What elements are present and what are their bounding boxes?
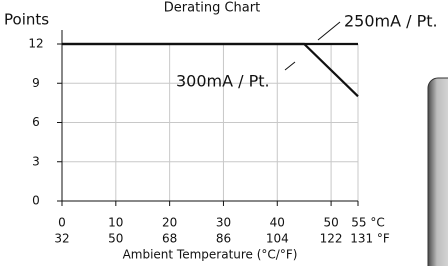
y-tick-label: 6: [32, 115, 40, 129]
x-tick-label: 40: [270, 216, 285, 230]
x2-tick-label: 122: [320, 232, 343, 246]
y-tick-label: 9: [32, 76, 40, 90]
leader-line: [318, 22, 340, 40]
y-tick-label: 3: [32, 154, 40, 168]
x-tick-label: 0: [58, 216, 66, 230]
product-photo: [428, 78, 448, 266]
x-tick-label: 30: [216, 216, 231, 230]
leader-line: [285, 62, 295, 70]
x-tick-label: 50: [323, 216, 338, 230]
x2-tick-label: 104: [266, 232, 289, 246]
x-tick-label: 55 °C: [351, 216, 384, 230]
series-label: 300mA / Pt.: [176, 72, 270, 91]
x2-tick-label: 86: [216, 232, 231, 246]
x2-tick-label: 131 °F: [350, 232, 390, 246]
chart: Derating Chart Points Ambient Temperatur…: [0, 0, 448, 266]
y-axis-label: Points: [4, 11, 49, 29]
y-tick-label: 0: [32, 194, 40, 208]
x-tick-label: 20: [162, 216, 177, 230]
y-tick-label: 12: [28, 37, 43, 51]
x2-tick-label: 32: [54, 232, 69, 246]
x2-tick-label: 50: [108, 232, 123, 246]
chart-title: Derating Chart: [164, 1, 260, 16]
x-axis-label: Ambient Temperature (°C/°F): [123, 248, 298, 262]
x-tick-label: 10: [108, 216, 123, 230]
series-label: 250mA / Pt.: [344, 12, 438, 31]
x2-tick-label: 68: [162, 232, 177, 246]
